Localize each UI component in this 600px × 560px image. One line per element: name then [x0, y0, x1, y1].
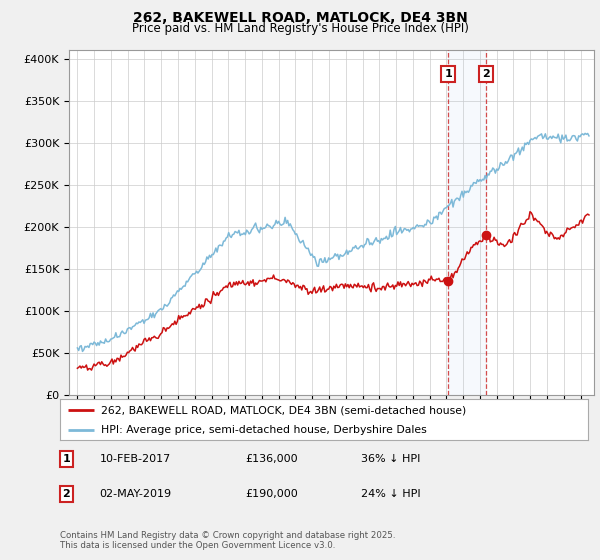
Text: HPI: Average price, semi-detached house, Derbyshire Dales: HPI: Average price, semi-detached house,… — [101, 424, 427, 435]
Text: 262, BAKEWELL ROAD, MATLOCK, DE4 3BN: 262, BAKEWELL ROAD, MATLOCK, DE4 3BN — [133, 11, 467, 25]
Text: 2: 2 — [62, 489, 70, 499]
Text: £136,000: £136,000 — [245, 454, 298, 464]
Text: 1: 1 — [62, 454, 70, 464]
Text: Price paid vs. HM Land Registry's House Price Index (HPI): Price paid vs. HM Land Registry's House … — [131, 22, 469, 35]
Text: 02-MAY-2019: 02-MAY-2019 — [100, 489, 172, 499]
Text: 2: 2 — [482, 69, 490, 79]
Text: Contains HM Land Registry data © Crown copyright and database right 2025.
This d: Contains HM Land Registry data © Crown c… — [60, 531, 395, 550]
Text: 262, BAKEWELL ROAD, MATLOCK, DE4 3BN (semi-detached house): 262, BAKEWELL ROAD, MATLOCK, DE4 3BN (se… — [101, 405, 466, 415]
Text: 36% ↓ HPI: 36% ↓ HPI — [361, 454, 421, 464]
Text: 24% ↓ HPI: 24% ↓ HPI — [361, 489, 421, 499]
Bar — [448, 50, 486, 395]
Text: 1: 1 — [444, 69, 452, 79]
Text: £190,000: £190,000 — [245, 489, 298, 499]
Text: 10-FEB-2017: 10-FEB-2017 — [100, 454, 171, 464]
